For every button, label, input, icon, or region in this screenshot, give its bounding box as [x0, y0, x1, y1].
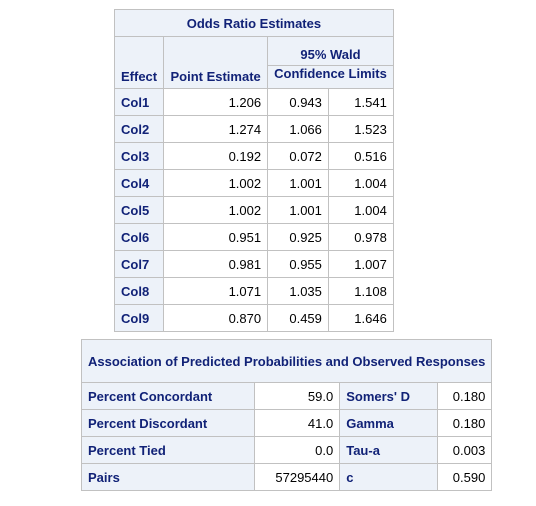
upper-limit-cell: 0.516 — [327, 142, 394, 170]
stat-label-cell: Pairs — [80, 463, 256, 491]
table-row: Col7 0.981 0.955 1.007 — [113, 250, 394, 278]
effect-cell: Col5 — [113, 196, 165, 224]
effect-cell: Col4 — [113, 169, 165, 197]
table-row: Col1 1.206 0.943 1.541 — [113, 88, 394, 116]
stat-label-cell: Percent Discordant — [80, 409, 256, 437]
upper-limit-cell: 1.541 — [327, 88, 394, 116]
point-estimate-cell: 0.870 — [163, 304, 269, 332]
table-row: Pairs 57295440 c 0.590 — [80, 463, 493, 491]
table-row: Col5 1.002 1.001 1.004 — [113, 196, 394, 224]
stat-label-cell: Somers' D — [339, 382, 438, 410]
stat-value-cell: 0.0 — [254, 436, 341, 464]
odds-ratio-body: Col1 1.206 0.943 1.541 Col2 1.274 1.066 1.523 Co… — [113, 88, 394, 332]
association-title: Association of Predicted Probabilities a… — [80, 339, 493, 383]
table-row: Col8 1.071 1.035 1.108 — [113, 277, 394, 305]
upper-limit-cell: 1.007 — [327, 250, 394, 278]
table-row: Percent Tied 0.0 Tau-a 0.003 — [80, 436, 493, 464]
lower-limit-cell: 0.943 — [267, 88, 329, 116]
point-estimate-cell: 1.274 — [163, 115, 269, 143]
table-row: Col9 0.870 0.459 1.646 — [113, 304, 394, 332]
stat-label-cell: Percent Tied — [80, 436, 256, 464]
association-table: Association of Predicted Probabilities a… — [80, 339, 493, 491]
lower-limit-cell: 0.955 — [267, 250, 329, 278]
effect-cell: Col8 — [113, 277, 165, 305]
point-estimate-cell: 1.002 — [163, 169, 269, 197]
point-estimate-cell: 0.981 — [163, 250, 269, 278]
effect-cell: Col7 — [113, 250, 165, 278]
upper-limit-cell: 1.523 — [327, 115, 394, 143]
point-estimate-header: Point Estimate — [163, 36, 269, 89]
lower-limit-cell: 0.072 — [267, 142, 329, 170]
point-estimate-cell: 0.192 — [163, 142, 269, 170]
wald-header-line1: 95% Wald — [300, 47, 361, 62]
stat-label-cell: Percent Concordant — [80, 382, 256, 410]
stat-value-cell: 57295440 — [254, 463, 341, 491]
effect-cell: Col9 — [113, 304, 165, 332]
effect-cell: Col2 — [113, 115, 165, 143]
upper-limit-cell: 1.004 — [327, 196, 394, 224]
lower-limit-cell: 1.001 — [267, 196, 329, 224]
wald-header: 95% Wald — [267, 36, 394, 66]
odds-ratio-table: Odds Ratio Estimates Effect Point Estima… — [113, 9, 394, 332]
stat-label-cell: Tau-a — [339, 436, 438, 464]
lower-limit-cell: 0.459 — [267, 304, 329, 332]
table-row: Col2 1.274 1.066 1.523 — [113, 115, 394, 143]
stat-value-cell: 41.0 — [254, 409, 341, 437]
upper-limit-cell: 1.646 — [327, 304, 394, 332]
effect-cell: Col6 — [113, 223, 165, 251]
point-estimate-cell: 0.951 — [163, 223, 269, 251]
upper-limit-cell: 0.978 — [327, 223, 394, 251]
table-row: Percent Discordant 41.0 Gamma 0.180 — [80, 409, 493, 437]
lower-limit-cell: 0.925 — [267, 223, 329, 251]
upper-limit-cell: 1.004 — [327, 169, 394, 197]
point-estimate-cell: 1.206 — [163, 88, 269, 116]
stat-value-cell: 0.180 — [436, 382, 493, 410]
effect-cell: Col3 — [113, 142, 165, 170]
effect-header: Effect — [113, 36, 165, 89]
lower-limit-cell: 1.066 — [267, 115, 329, 143]
lower-limit-cell: 1.035 — [267, 277, 329, 305]
stat-label-cell: Gamma — [339, 409, 438, 437]
point-estimate-cell: 1.002 — [163, 196, 269, 224]
table-row: Col4 1.002 1.001 1.004 — [113, 169, 394, 197]
upper-limit-cell: 1.108 — [327, 277, 394, 305]
stat-value-cell: 59.0 — [254, 382, 341, 410]
table-row: Percent Concordant 59.0 Somers' D 0.180 — [80, 382, 493, 410]
effect-cell: Col1 — [113, 88, 165, 116]
odds-ratio-title: Odds Ratio Estimates — [114, 9, 394, 37]
point-estimate-cell: 1.071 — [163, 277, 269, 305]
lower-limit-cell: 1.001 — [267, 169, 329, 197]
table-row: Col6 0.951 0.925 0.978 — [113, 223, 394, 251]
confidence-limits-header: Confidence Limits — [267, 65, 394, 89]
association-body: Percent Concordant 59.0 Somers' D 0.180 Perc… — [80, 382, 493, 491]
stat-value-cell: 0.180 — [436, 409, 493, 437]
stat-value-cell: 0.590 — [436, 463, 493, 491]
stat-value-cell: 0.003 — [436, 436, 493, 464]
stat-label-cell: c — [339, 463, 438, 491]
table-row: Col3 0.192 0.072 0.516 — [113, 142, 394, 170]
